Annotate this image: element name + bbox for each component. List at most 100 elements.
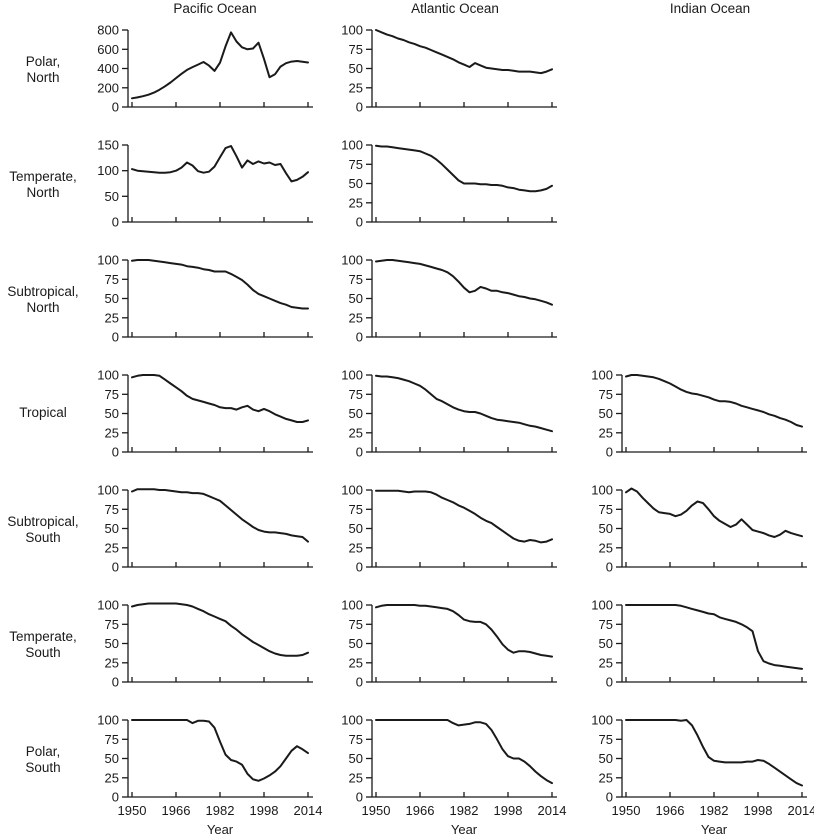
chart-indian-temperate-south: 0 25 50 75 100 — [582, 593, 812, 690]
chart-atlantic-tropical: 0 25 50 75 100 — [332, 363, 562, 460]
chart-svg: 0 200 400 600 800 — [97, 23, 313, 115]
series-line — [375, 29, 553, 75]
y-tick-label: 75 — [599, 502, 613, 517]
chart-pacific-subtropical-south: 0 25 50 75 100 — [88, 478, 318, 575]
row-label-polar-south: Polar, South — [0, 744, 86, 776]
y-tick-label: 25 — [599, 655, 613, 670]
y-tick-label: 0 — [606, 790, 613, 805]
y-tick-label: 50 — [349, 61, 363, 76]
chart-svg: 0 50 100 150 — [97, 138, 313, 230]
y-tick-label: 50 — [349, 176, 363, 191]
series-line — [131, 145, 309, 183]
chart-indian-tropical: 0 25 50 75 100 — [582, 363, 812, 460]
x-tick-label: 1966 — [406, 803, 435, 818]
y-tick-label: 25 — [105, 770, 119, 785]
y-tick-label: 100 — [97, 598, 119, 613]
chart-pacific-subtropical-north: 0 25 50 75 100 — [88, 248, 318, 345]
y-tick-label: 0 — [112, 215, 119, 230]
y-tick-label: 0 — [606, 675, 613, 690]
y-tick-label: 100 — [591, 483, 613, 498]
y-tick-label: 50 — [349, 291, 363, 306]
y-tick-label: 100 — [97, 713, 119, 728]
chart-svg: 0 25 50 75 100 — [97, 253, 313, 345]
chart-atlantic-subtropical-south: 0 25 50 75 100 — [332, 478, 562, 575]
y-tick-label: 0 — [112, 100, 119, 115]
y-tick-label: 50 — [599, 636, 613, 651]
y-tick-label: 400 — [97, 61, 119, 76]
x-tick-label: 1998 — [744, 803, 773, 818]
series-line — [131, 488, 309, 543]
chart-atlantic-temperate-north: 0 25 50 75 100 — [332, 133, 562, 230]
y-tick-label: 150 — [97, 138, 119, 153]
series-line — [375, 259, 553, 306]
chart-atlantic-polar-south: 0 25 50 75 100 1950 1966 1982 1998 2014 Year — [332, 708, 566, 835]
row-label-line: Tropical — [19, 405, 67, 420]
series-line — [375, 604, 553, 658]
row-label-subtropical-south: Subtropical, South — [0, 514, 86, 546]
y-tick-label: 75 — [599, 732, 613, 747]
y-tick-label: 25 — [599, 540, 613, 555]
row-label-line: North — [26, 185, 60, 200]
chart-svg: 0 25 50 75 100 — [341, 23, 557, 115]
chart-svg: 0 25 50 75 100 — [591, 483, 807, 575]
series-line — [131, 602, 309, 657]
y-tick-label: 0 — [356, 215, 363, 230]
series-line — [625, 719, 803, 787]
y-tick-label: 100 — [591, 368, 613, 383]
y-tick-label: 25 — [105, 310, 119, 325]
chart-svg: 0 25 50 75 100 1950 1966 1982 1998 2014 Year — [591, 713, 814, 835]
x-tick-label: 1998 — [250, 803, 279, 818]
row-label-line: Polar, — [25, 54, 61, 69]
x-tick-label: 1966 — [656, 803, 685, 818]
y-tick-label: 0 — [606, 560, 613, 575]
y-tick-label: 50 — [599, 751, 613, 766]
y-tick-label: 50 — [599, 521, 613, 536]
chart-atlantic-polar-north: 0 25 50 75 100 — [332, 18, 562, 115]
row-label-subtropical-north: Subtropical, North — [0, 284, 86, 316]
row-label-line: North — [26, 300, 60, 315]
series-line — [625, 374, 803, 428]
y-tick-label: 0 — [356, 675, 363, 690]
x-tick-label: 1982 — [206, 803, 235, 818]
y-tick-label: 100 — [97, 483, 119, 498]
row-label-polar-north: Polar, North — [0, 54, 86, 86]
y-tick-label: 100 — [97, 368, 119, 383]
y-tick-label: 25 — [105, 655, 119, 670]
chart-svg: 0 25 50 75 100 — [341, 253, 557, 345]
series-line — [625, 604, 803, 670]
x-tick-label: 1966 — [162, 803, 191, 818]
series-line — [131, 31, 309, 100]
y-tick-label: 50 — [349, 751, 363, 766]
row-label-line: North — [26, 70, 60, 85]
chart-indian-polar-south: 0 25 50 75 100 1950 1966 1982 1998 2014 Year — [582, 708, 814, 835]
y-tick-label: 0 — [112, 675, 119, 690]
y-tick-label: 100 — [341, 713, 363, 728]
chart-svg: 0 25 50 75 100 — [97, 368, 313, 460]
chart-svg: 0 25 50 75 100 1950 1966 1982 1998 2014 Year — [341, 713, 566, 835]
y-tick-label: 75 — [105, 272, 119, 287]
y-tick-label: 100 — [341, 368, 363, 383]
y-tick-label: 75 — [105, 387, 119, 402]
y-tick-label: 50 — [599, 406, 613, 421]
y-tick-label: 75 — [105, 732, 119, 747]
y-tick-label: 50 — [105, 406, 119, 421]
x-axis-title: Year — [451, 822, 478, 835]
y-tick-label: 75 — [349, 502, 363, 517]
y-tick-label: 100 — [341, 253, 363, 268]
y-tick-label: 100 — [97, 253, 119, 268]
y-tick-label: 25 — [349, 80, 363, 95]
y-tick-label: 800 — [97, 23, 119, 38]
x-axis-title: Year — [701, 822, 728, 835]
series-line — [131, 259, 309, 310]
chart-svg: 0 25 50 75 100 1950 1966 1982 1998 2014 Year — [97, 713, 322, 835]
y-tick-label: 50 — [105, 291, 119, 306]
column-title-indian: Indian Ocean — [669, 1, 751, 16]
y-tick-label: 100 — [341, 138, 363, 153]
y-tick-label: 50 — [349, 636, 363, 651]
chart-svg: 0 25 50 75 100 — [341, 368, 557, 460]
chart-svg: 0 25 50 75 100 — [341, 598, 557, 690]
row-label-line: Subtropical, — [7, 514, 79, 529]
series-line — [131, 374, 309, 423]
y-tick-label: 100 — [341, 483, 363, 498]
